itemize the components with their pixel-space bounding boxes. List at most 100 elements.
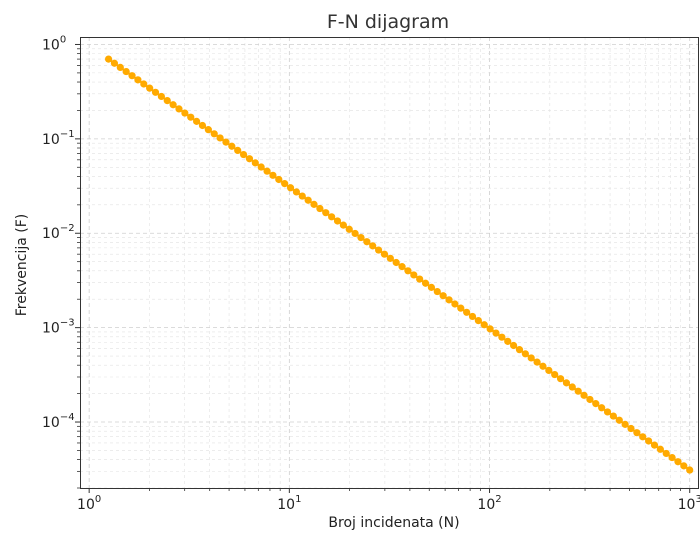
data-point [457,304,465,312]
data-point [404,267,412,275]
data-point [545,366,553,375]
data-point [345,225,353,233]
data-point [410,271,418,279]
data-point [609,412,618,420]
data-point [392,258,400,267]
data-point [427,283,436,291]
data-point [228,142,236,150]
data-point [140,80,148,88]
data-point [421,279,430,287]
data-point [134,76,142,84]
data-point [586,395,594,404]
data-point [551,370,559,379]
data-point [627,424,635,433]
data-point [433,287,441,296]
data-point [603,408,612,416]
x-axis-label: Broj incidenata (N) [328,515,459,531]
data-point [210,130,218,138]
data-point [504,337,512,345]
data-point [169,101,177,109]
data-point [521,350,529,358]
data-point [533,358,541,366]
data-point [615,416,623,424]
data-point [175,105,183,113]
data-point [439,292,447,300]
data-point [562,379,571,387]
data-point [656,445,664,453]
data-point [492,329,500,337]
plot-frame [80,37,699,489]
data-point [351,229,359,238]
data-point [128,72,136,80]
data-point [198,121,207,130]
x-axis-ticks: 100 101 102 103 [77,488,700,513]
data-point [598,404,606,412]
data-point [510,341,518,350]
data-point [263,167,271,175]
data-point [357,233,365,242]
data-point [187,113,195,121]
y-tick-label: 10−2 [42,223,75,242]
chart-title: F-N dijagram [327,11,449,33]
data-point [269,171,277,179]
y-tick-label: 10−4 [42,412,75,431]
data-point [363,238,371,246]
data-point [633,429,641,437]
data-point [275,175,283,184]
data-point [451,300,459,308]
y-tick-label: 100 [42,34,66,53]
data-point [245,155,254,163]
x-tick-label: 101 [277,494,301,513]
data-point [463,308,471,316]
y-tick-label: 10−3 [42,318,75,337]
x-tick-label: 103 [678,494,700,513]
data-point [674,458,682,466]
data-point [374,246,383,254]
data-point [445,296,453,304]
data-point [668,453,676,462]
data-point [286,184,295,192]
data-point [310,200,318,208]
x-tick-label: 100 [77,494,101,513]
data-point [527,354,535,362]
data-point [580,391,588,399]
data-point [116,63,124,71]
data-point [568,383,576,391]
data-point [539,362,547,370]
data-point [104,55,113,63]
data-point [416,275,424,283]
data-point [386,254,394,262]
data-point [181,109,189,117]
data-point [369,242,377,250]
data-point [110,59,119,67]
data-point [234,146,242,155]
data-point [216,134,224,142]
data-point [157,92,165,101]
y-tick-label: 10−1 [42,129,75,148]
y-axis-ticks: 100 10−1 10−2 10−3 10−4 [42,34,80,489]
grid [80,37,698,489]
data-point [556,375,565,383]
data-point [298,192,306,200]
y-axis-label: Frekvencija (F) [14,214,30,316]
data-point [474,317,482,325]
data-point [486,325,494,333]
data-point [251,159,259,167]
data-point [515,346,524,354]
data-point [222,138,230,146]
data-point [650,441,659,449]
data-point [281,180,289,188]
data-point [322,209,330,217]
data-point [328,213,336,221]
data-point [292,188,301,196]
data-point [680,462,688,470]
data-point [468,312,477,321]
data-point [333,217,342,225]
data-point [257,163,265,171]
data-point [316,204,324,213]
data-point [645,437,653,445]
x-tick-label: 102 [477,494,501,513]
data-point [662,449,670,458]
data-point [146,84,154,92]
